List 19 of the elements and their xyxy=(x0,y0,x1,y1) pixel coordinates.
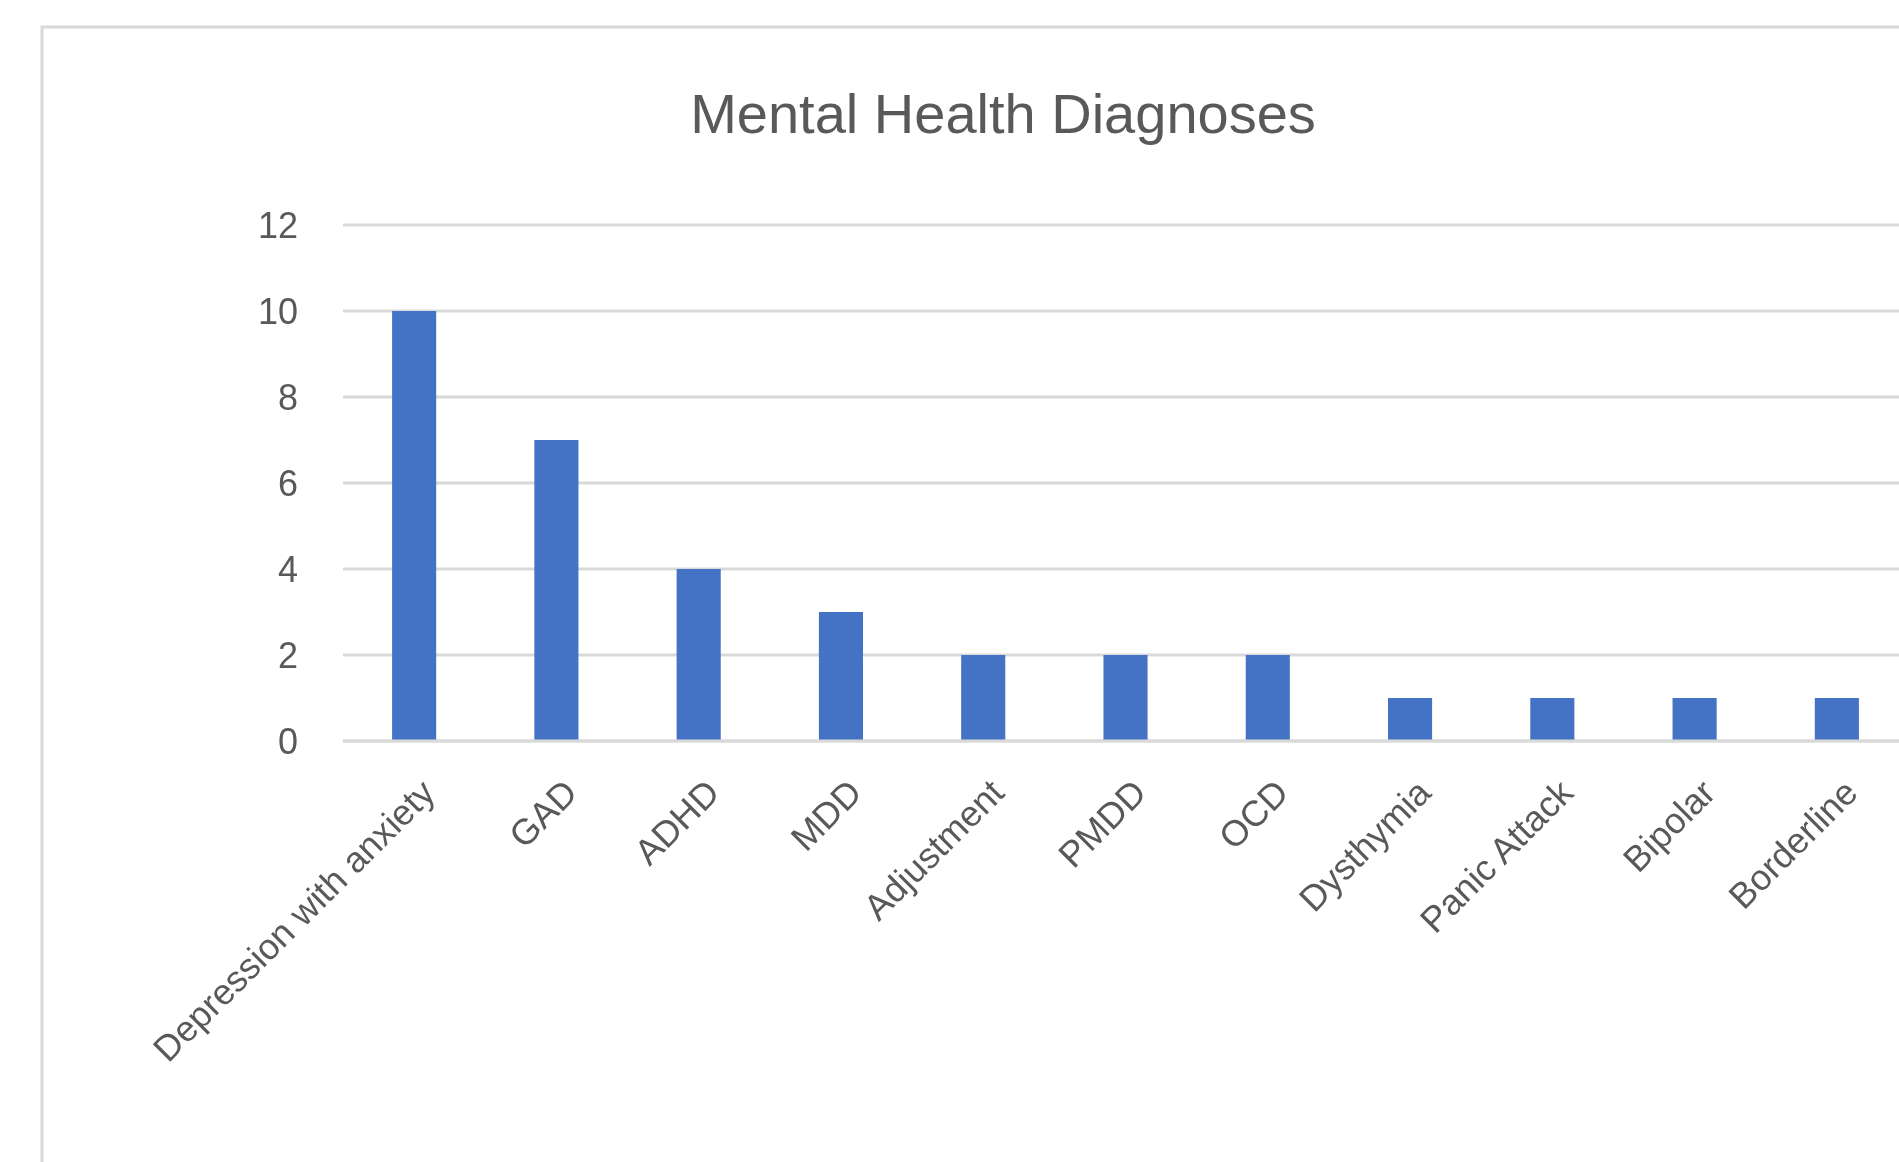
bar xyxy=(1103,655,1148,741)
y-tick-label: 4 xyxy=(277,548,298,590)
y-tick-label: 10 xyxy=(257,290,298,332)
bar xyxy=(534,440,579,741)
y-tick-label: 0 xyxy=(277,720,298,762)
y-tick-label: 6 xyxy=(277,462,298,504)
bar xyxy=(1672,698,1717,741)
bar xyxy=(676,569,721,741)
bar xyxy=(961,655,1006,741)
bar xyxy=(1814,698,1859,741)
chart-title: Mental Health Diagnoses xyxy=(690,82,1316,145)
y-tick-label: 2 xyxy=(277,634,298,676)
y-tick-label: 12 xyxy=(257,204,298,246)
y-tick-label: 8 xyxy=(277,376,298,418)
bar xyxy=(1387,698,1433,741)
bar xyxy=(818,612,864,741)
bar xyxy=(1530,698,1575,741)
bar xyxy=(392,311,437,741)
bar xyxy=(1245,655,1290,741)
